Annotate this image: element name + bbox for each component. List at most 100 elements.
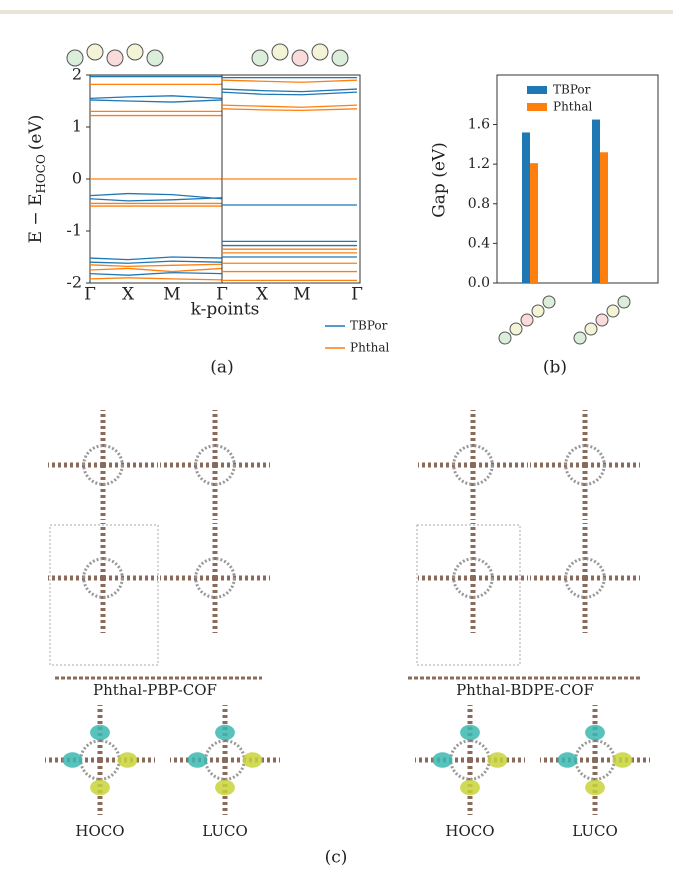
molecule bbox=[160, 523, 270, 633]
y-tick-label: 0.0 bbox=[468, 275, 490, 291]
band bbox=[89, 256, 223, 261]
lobe bbox=[242, 752, 263, 768]
band bbox=[221, 104, 358, 108]
y-tick-label: 0.4 bbox=[468, 235, 490, 251]
legend-label: Phthal bbox=[553, 100, 593, 114]
molecule bbox=[530, 410, 640, 520]
molecule bbox=[418, 410, 528, 520]
lobe bbox=[487, 752, 508, 768]
x-tick-label: Γ bbox=[84, 285, 96, 305]
x-tick-label: Γ bbox=[216, 285, 228, 305]
x-tick-label: Γ bbox=[351, 285, 363, 305]
ring-icon bbox=[106, 49, 124, 67]
band bbox=[89, 95, 223, 100]
lobe bbox=[460, 724, 480, 741]
core bbox=[194, 557, 236, 599]
ring-icon bbox=[606, 304, 620, 318]
y-tick-label: 1.6 bbox=[468, 117, 490, 133]
lobe bbox=[585, 779, 605, 796]
band bbox=[89, 267, 223, 273]
caption: (b) bbox=[543, 358, 567, 378]
orbital-label: HOCO bbox=[445, 822, 494, 840]
band bbox=[89, 277, 223, 281]
lobe bbox=[585, 724, 605, 741]
ring-icon bbox=[251, 49, 269, 67]
core bbox=[82, 557, 124, 599]
y-tick-label: -1 bbox=[66, 221, 82, 240]
ring-icon bbox=[584, 322, 598, 336]
ring-icon bbox=[126, 43, 144, 61]
caption: (a) bbox=[210, 358, 233, 378]
ring-icon bbox=[595, 313, 609, 327]
y-label-main: E − E bbox=[26, 194, 46, 244]
band bbox=[89, 197, 223, 202]
legend-label: TBPor bbox=[553, 83, 591, 97]
bar bbox=[600, 152, 608, 283]
y-axis-label: Gap (eV) bbox=[430, 142, 450, 218]
bar bbox=[522, 132, 530, 283]
legend-label: TBPor bbox=[350, 319, 388, 333]
y-tick-label: 0.8 bbox=[468, 196, 490, 212]
lobe bbox=[90, 779, 110, 796]
ring-icon bbox=[573, 331, 587, 345]
ring-icon bbox=[331, 49, 349, 67]
ring-icon bbox=[531, 304, 545, 318]
molecule bbox=[418, 523, 528, 633]
orbital-label: LUCO bbox=[202, 822, 248, 840]
molecule bbox=[160, 410, 270, 520]
y-tick-label: -2 bbox=[66, 273, 82, 292]
y-tick-label: 2 bbox=[72, 65, 82, 84]
ring-icon bbox=[66, 49, 84, 67]
molecule bbox=[48, 410, 158, 520]
unit-cell bbox=[416, 524, 521, 666]
molecule bbox=[45, 705, 155, 815]
band bbox=[221, 91, 358, 96]
plot-frame bbox=[496, 74, 659, 284]
lobe bbox=[117, 752, 138, 768]
core bbox=[564, 557, 606, 599]
ring-icon bbox=[146, 49, 164, 67]
band bbox=[89, 192, 223, 200]
y-axis-label: E − EHOCO (eV) bbox=[26, 115, 48, 244]
molecule bbox=[170, 705, 280, 815]
structure-label: Phthal-BDPE-COF bbox=[456, 681, 594, 699]
legend-swatch bbox=[527, 86, 547, 94]
core bbox=[194, 444, 236, 486]
ring-icon bbox=[617, 295, 631, 309]
lobe bbox=[612, 752, 633, 768]
lobe bbox=[90, 724, 110, 741]
lobe bbox=[557, 752, 578, 768]
orbital-label: LUCO bbox=[572, 822, 618, 840]
x-tick-label: M bbox=[293, 285, 310, 305]
y-label-sub: HOCO bbox=[34, 154, 48, 193]
ring-icon bbox=[509, 322, 523, 336]
lobe bbox=[187, 752, 208, 768]
x-axis-label: k-points bbox=[191, 300, 260, 320]
y-label-unit: (eV) bbox=[26, 115, 46, 151]
molecule bbox=[415, 705, 525, 815]
legend-swatch bbox=[527, 103, 547, 111]
orbital-label: HOCO bbox=[75, 822, 124, 840]
x-tick-label: X bbox=[256, 285, 269, 305]
lobe bbox=[215, 779, 235, 796]
ring-icon bbox=[311, 43, 329, 61]
structure-label: Phthal-PBP-COF bbox=[93, 681, 217, 699]
molecule bbox=[48, 523, 158, 633]
legend-label: Phthal bbox=[350, 341, 390, 355]
band bbox=[89, 263, 223, 268]
core bbox=[564, 444, 606, 486]
lobe bbox=[62, 752, 83, 768]
ring-icon bbox=[542, 295, 556, 309]
band bbox=[221, 108, 358, 112]
bar bbox=[530, 163, 538, 283]
lobe bbox=[215, 724, 235, 741]
ring-icon bbox=[520, 313, 534, 327]
molecule bbox=[530, 523, 640, 633]
x-tick-label: X bbox=[122, 285, 135, 305]
top-rule bbox=[0, 10, 673, 14]
ring-icon bbox=[291, 49, 309, 67]
ring-icon bbox=[498, 331, 512, 345]
band bbox=[89, 271, 223, 276]
y-tick-label: 1 bbox=[72, 117, 82, 136]
